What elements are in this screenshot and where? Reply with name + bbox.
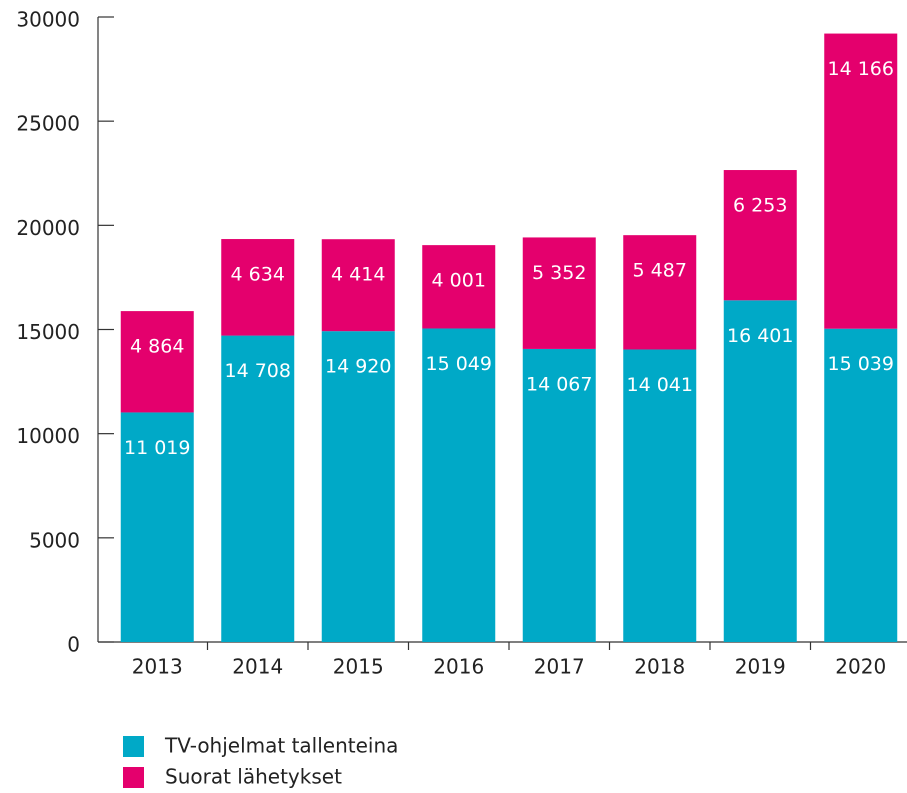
y-tick-label: 5000 (29, 528, 80, 552)
bar-segment (824, 33, 898, 329)
legend-label: TV-ohjelmat tallenteina (164, 734, 398, 758)
y-tick-label: 0 (67, 633, 80, 657)
x-tick-label: 2016 (433, 655, 484, 679)
value-label: 14 166 (828, 58, 894, 80)
y-tick-label: 15000 (16, 320, 80, 344)
x-tick-label: 2017 (534, 655, 585, 679)
value-label: 14 708 (225, 360, 291, 382)
y-tick-label: 25000 (16, 112, 80, 136)
value-label: 14 041 (627, 374, 693, 396)
bar-segment (723, 300, 797, 642)
x-tick-label: 2020 (835, 655, 886, 679)
y-tick-label: 20000 (16, 216, 80, 240)
value-label: 4 001 (432, 270, 486, 292)
bar-segment (221, 335, 295, 642)
bar-segment (723, 170, 797, 301)
bar-segment (321, 331, 395, 642)
value-label: 11 019 (124, 437, 190, 459)
y-tick-label: 10000 (16, 424, 80, 448)
value-label: 6 253 (733, 195, 787, 217)
bar-segment (422, 245, 496, 329)
value-label: 4 864 (130, 336, 184, 358)
value-label: 16 401 (727, 325, 793, 347)
value-label: 5 487 (633, 260, 687, 282)
bar-segment (623, 235, 697, 350)
value-label: 5 352 (532, 262, 586, 284)
value-label: 14 920 (325, 356, 391, 378)
bar-segment (422, 328, 496, 642)
value-label: 14 067 (526, 373, 592, 395)
bar-segment (120, 412, 194, 642)
x-tick-label: 2014 (232, 655, 283, 679)
value-label: 4 414 (331, 264, 385, 286)
bar-segment (824, 328, 898, 642)
bar-segment (120, 311, 194, 413)
legend-swatch (123, 767, 144, 788)
x-tick-label: 2019 (735, 655, 786, 679)
x-tick-label: 2018 (634, 655, 685, 679)
x-tick-label: 2013 (132, 655, 183, 679)
bar-segment (522, 237, 596, 349)
bar-segment (522, 348, 596, 642)
bar-segment (321, 239, 395, 332)
value-label: 15 039 (828, 353, 894, 375)
value-label: 15 049 (426, 353, 492, 375)
bar-segment (221, 239, 295, 336)
legend-label: Suorat lähetykset (165, 765, 342, 789)
bar-segment (623, 349, 697, 642)
y-tick-label: 30000 (16, 8, 80, 32)
value-label: 4 634 (231, 264, 285, 286)
legend-swatch (123, 736, 144, 757)
x-tick-label: 2015 (333, 655, 384, 679)
